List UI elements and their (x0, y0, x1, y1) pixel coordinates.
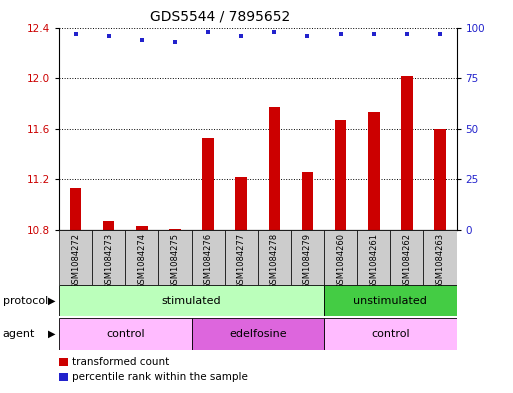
Bar (423, 230, 457, 285)
Text: control: control (371, 329, 409, 339)
Bar (434, 129, 446, 230)
Bar (368, 112, 380, 230)
Text: GSM1084274: GSM1084274 (137, 233, 146, 288)
Text: GSM1084275: GSM1084275 (170, 233, 180, 288)
Bar (103, 221, 114, 230)
Text: GSM1084279: GSM1084279 (303, 233, 312, 288)
Text: GSM1084272: GSM1084272 (71, 233, 80, 288)
Point (171, 39, 179, 45)
Bar (159, 230, 191, 285)
Point (270, 28, 279, 35)
Bar (324, 318, 457, 350)
Point (71, 30, 80, 37)
Point (337, 30, 345, 37)
Text: transformed count: transformed count (72, 357, 170, 367)
Bar (92, 230, 125, 285)
Text: unstimulated: unstimulated (353, 296, 427, 306)
Bar (390, 230, 423, 285)
Text: GSM1084262: GSM1084262 (402, 233, 411, 288)
Point (204, 28, 212, 35)
Bar (59, 285, 324, 316)
Text: GSM1084277: GSM1084277 (236, 233, 246, 289)
Text: GDS5544 / 7895652: GDS5544 / 7895652 (150, 10, 291, 24)
Text: ▶: ▶ (48, 296, 55, 306)
Bar (191, 230, 225, 285)
Bar (225, 230, 258, 285)
Bar (136, 226, 148, 230)
Bar (125, 230, 159, 285)
Point (303, 33, 311, 39)
Text: GSM1084263: GSM1084263 (436, 233, 444, 289)
Bar (324, 230, 357, 285)
Point (436, 30, 444, 37)
Point (403, 30, 411, 37)
Text: control: control (106, 329, 145, 339)
Text: percentile rank within the sample: percentile rank within the sample (72, 372, 248, 382)
Bar (258, 230, 291, 285)
Bar (235, 177, 247, 230)
Point (105, 33, 113, 39)
Bar (302, 172, 313, 230)
Point (370, 30, 378, 37)
Text: agent: agent (3, 329, 35, 339)
Bar (59, 318, 191, 350)
Bar (335, 120, 346, 230)
Bar (324, 285, 457, 316)
Text: protocol: protocol (3, 296, 48, 306)
Bar (291, 230, 324, 285)
Bar (357, 230, 390, 285)
Bar (59, 230, 92, 285)
Text: GSM1084276: GSM1084276 (204, 233, 212, 289)
Text: edelfosine: edelfosine (229, 329, 287, 339)
Bar (169, 229, 181, 230)
Text: GSM1084260: GSM1084260 (336, 233, 345, 288)
Text: GSM1084278: GSM1084278 (270, 233, 279, 289)
Bar (268, 107, 280, 230)
Text: stimulated: stimulated (162, 296, 221, 306)
Point (237, 33, 245, 39)
Text: ▶: ▶ (48, 329, 55, 339)
Bar (70, 188, 82, 230)
Text: GSM1084273: GSM1084273 (104, 233, 113, 289)
Bar (191, 318, 324, 350)
Point (137, 37, 146, 43)
Text: GSM1084261: GSM1084261 (369, 233, 378, 288)
Bar (401, 75, 412, 230)
Bar (202, 138, 214, 230)
